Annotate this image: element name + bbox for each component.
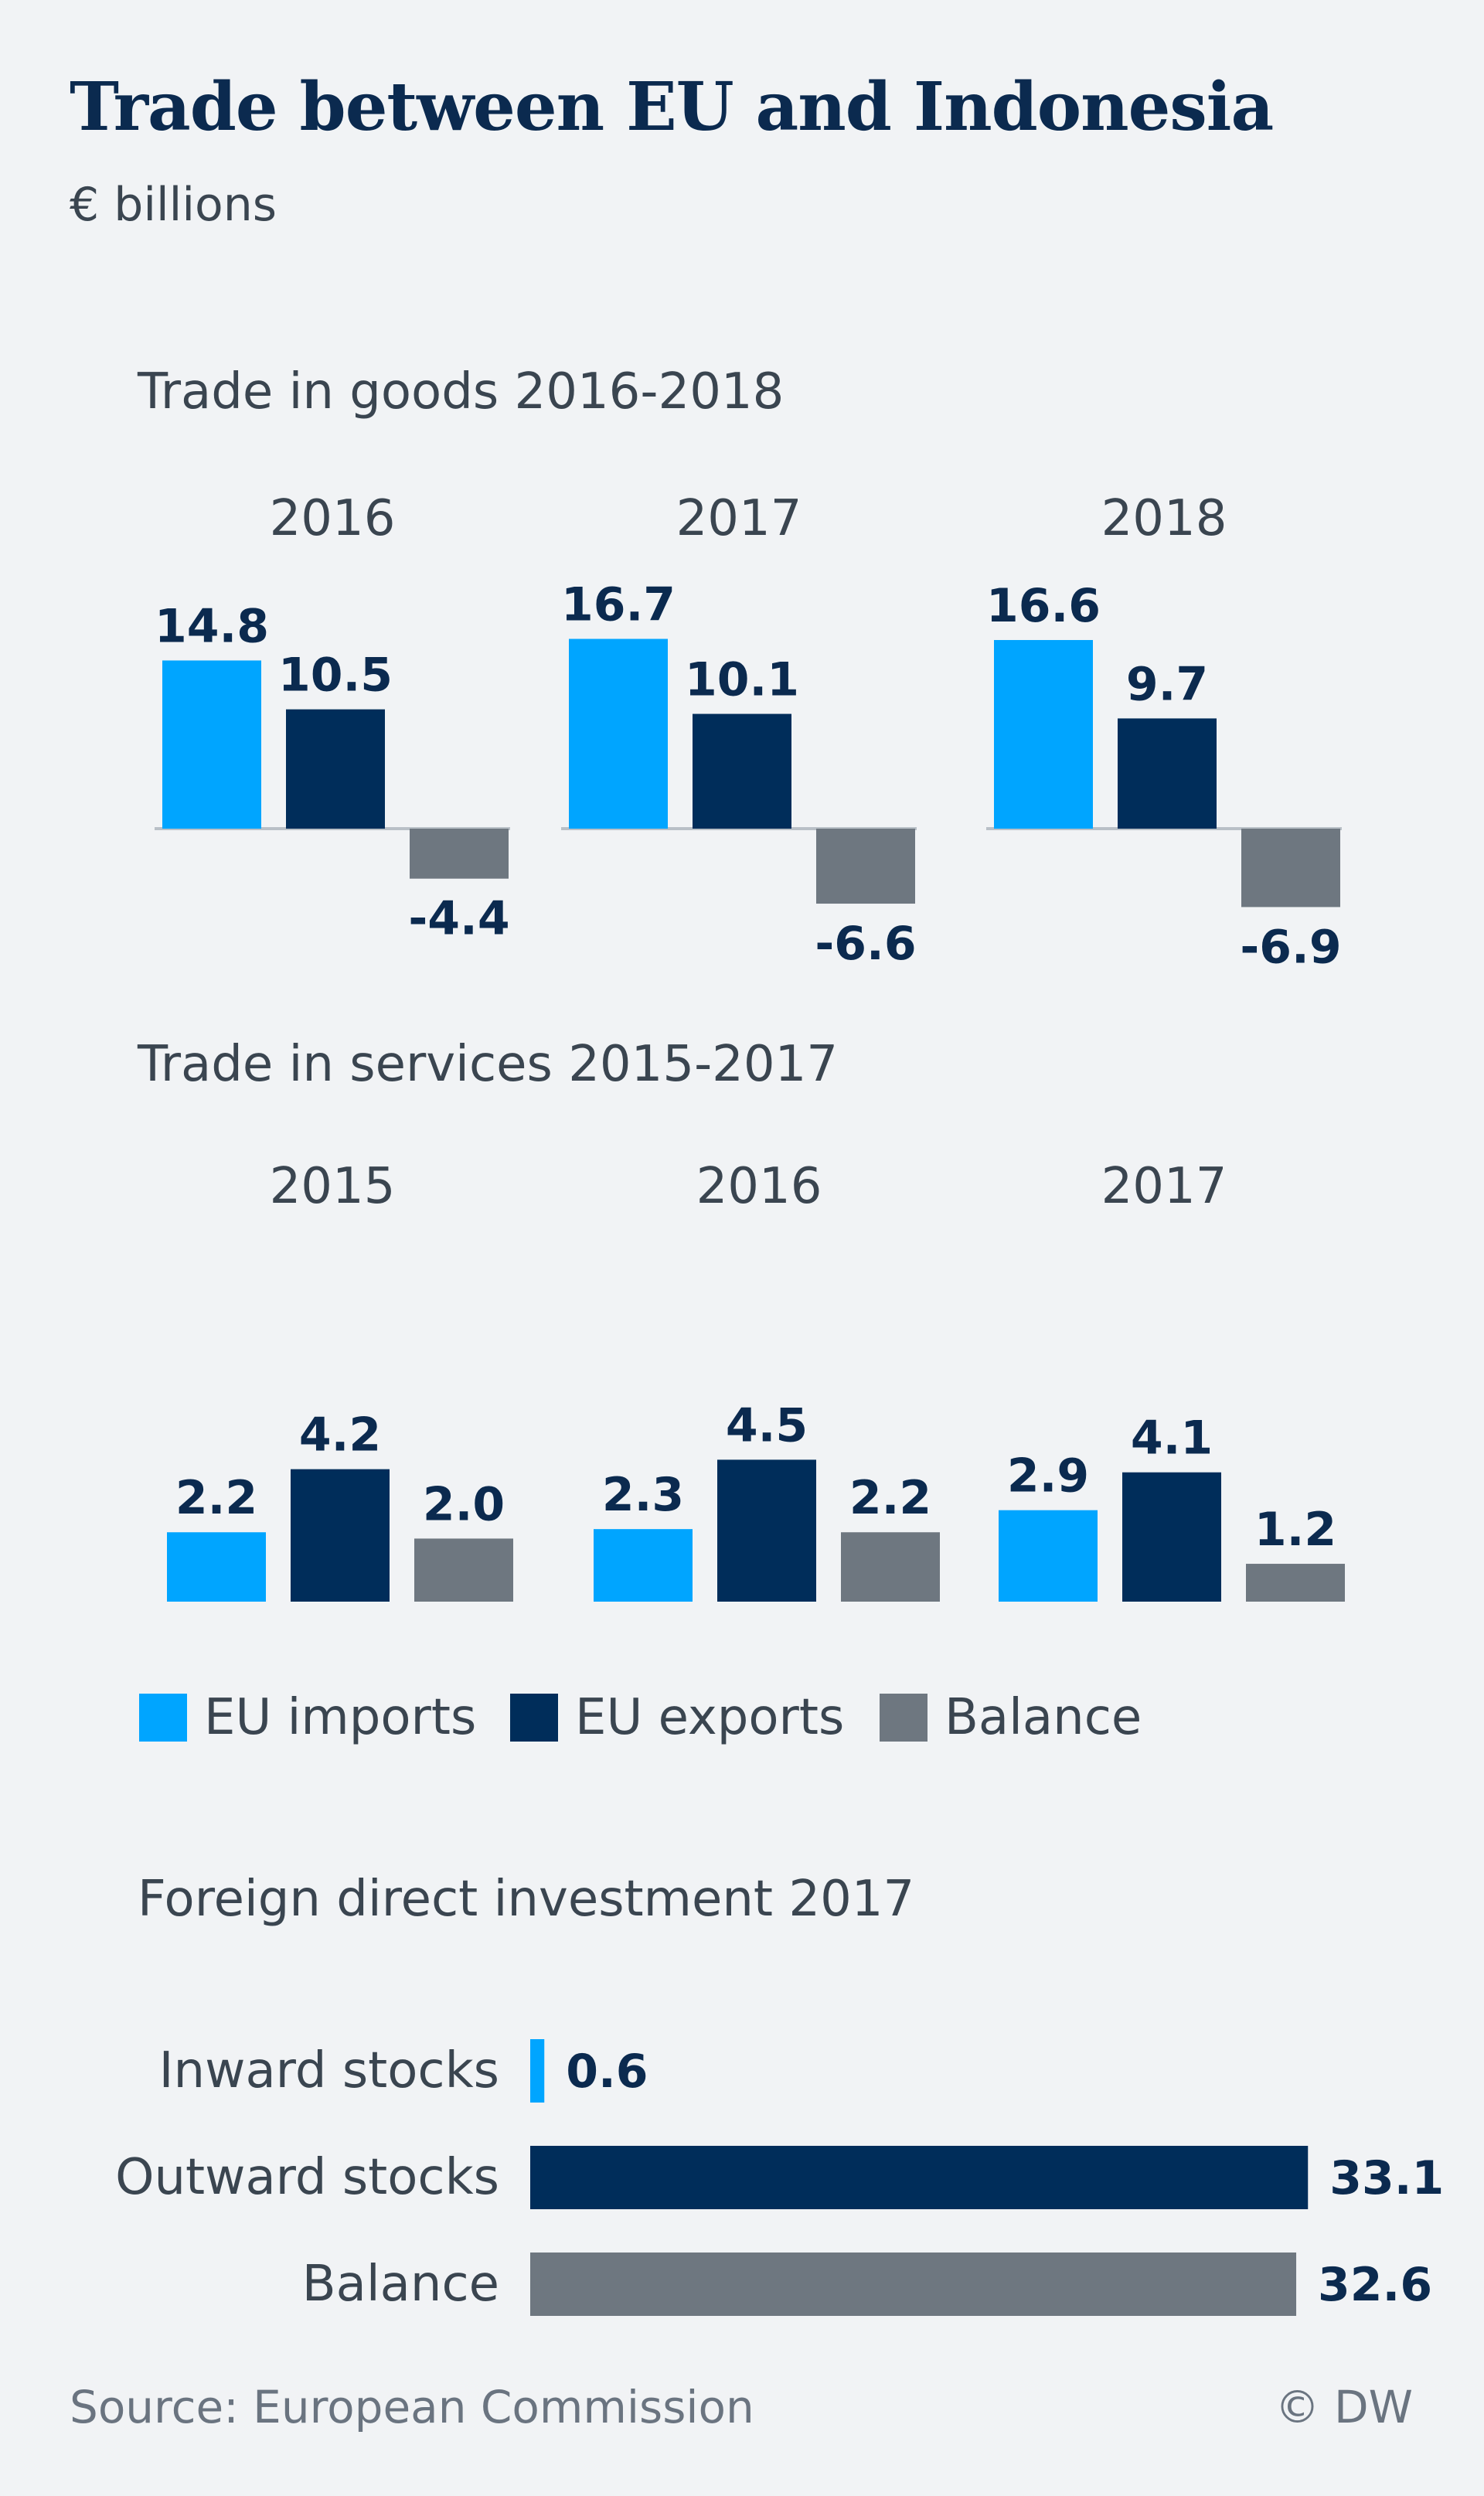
legend-swatch-imports xyxy=(139,1694,187,1742)
bar-imports-2017 xyxy=(999,1510,1098,1602)
category-label-2017: 2017 xyxy=(1101,1158,1227,1215)
value-label-balance-2016: -4.4 xyxy=(408,892,509,946)
bar-balance-2016 xyxy=(841,1532,940,1602)
legend-exports: EU exports xyxy=(510,1689,844,1746)
legend-swatch-exports xyxy=(510,1694,558,1742)
category-label-2015: 2015 xyxy=(270,1158,396,1215)
value-label-imports-2016: 2.3 xyxy=(602,1468,684,1522)
goods-section-title: Trade in goods 2016-2018 xyxy=(138,363,785,421)
fdi-row-label-inward-stocks: Inward stocks xyxy=(159,2042,499,2099)
chart-title: Trade between EU and Indonesia xyxy=(70,68,1274,146)
source-note: Source: European Commission xyxy=(70,2381,754,2433)
value-label-balance-2018: -6.9 xyxy=(1240,920,1341,974)
value-label-exports-2017: 10.1 xyxy=(685,653,799,707)
bar-imports-2017 xyxy=(569,638,668,829)
value-label-exports-2015: 4.2 xyxy=(299,1408,381,1463)
bar-exports-2016 xyxy=(286,709,385,829)
category-label-2016: 2016 xyxy=(270,490,396,547)
legend-balance: Balance xyxy=(880,1689,1142,1746)
chart-subtitle: € billions xyxy=(70,178,277,232)
fdi-row-label-balance: Balance xyxy=(302,2256,499,2313)
bar-balance-2017 xyxy=(1246,1564,1345,1602)
category-label-2016: 2016 xyxy=(696,1158,822,1215)
bar-imports-2016 xyxy=(594,1529,693,1602)
credit-note: © DW xyxy=(1275,2381,1413,2433)
legend-imports: EU imports xyxy=(139,1689,476,1746)
value-label-balance-2017: -6.6 xyxy=(815,917,916,971)
value-label-exports-2018: 9.7 xyxy=(1126,657,1208,711)
fdi-bar-inward-stocks xyxy=(530,2039,545,2103)
value-label-balance-2015: 2.0 xyxy=(423,1477,505,1531)
fdi-value-inward-stocks: 0.6 xyxy=(566,2045,648,2099)
value-label-imports-2017: 16.7 xyxy=(561,578,676,632)
fdi-row-label-outward-stocks: Outward stocks xyxy=(115,2149,499,2206)
category-label-2018: 2018 xyxy=(1101,490,1227,547)
bar-balance-2017 xyxy=(816,829,915,904)
value-label-exports-2016: 10.5 xyxy=(278,649,393,703)
bar-balance-2018 xyxy=(1241,829,1340,907)
fdi-value-balance: 32.6 xyxy=(1318,2258,1432,2312)
legend-label-balance: Balance xyxy=(945,1689,1142,1746)
value-label-imports-2017: 2.9 xyxy=(1007,1449,1089,1503)
legend-swatch-balance xyxy=(880,1694,928,1742)
bar-balance-2015 xyxy=(414,1538,513,1602)
bar-exports-2016 xyxy=(717,1459,816,1602)
legend-label-imports: EU imports xyxy=(204,1689,477,1746)
bar-exports-2017 xyxy=(1122,1472,1221,1602)
value-label-balance-2017: 1.2 xyxy=(1254,1503,1336,1557)
value-label-exports-2017: 4.1 xyxy=(1131,1411,1213,1466)
fdi-section-title: Foreign direct investment 2017 xyxy=(138,1871,915,1928)
fdi-bar-outward-stocks xyxy=(530,2146,1309,2209)
value-label-imports-2018: 16.6 xyxy=(986,579,1101,633)
legend-label-exports: EU exports xyxy=(575,1689,845,1746)
fdi-bar-balance xyxy=(530,2253,1297,2316)
bar-exports-2017 xyxy=(693,713,791,829)
bar-balance-2016 xyxy=(410,829,509,879)
category-label-2017: 2017 xyxy=(676,490,802,547)
value-label-exports-2016: 4.5 xyxy=(726,1398,808,1452)
bar-exports-2018 xyxy=(1118,718,1217,829)
value-label-imports-2016: 14.8 xyxy=(155,599,269,653)
bar-imports-2018 xyxy=(994,639,1093,829)
value-label-imports-2015: 2.2 xyxy=(175,1471,257,1525)
value-label-balance-2016: 2.2 xyxy=(849,1471,931,1525)
bar-imports-2016 xyxy=(162,660,261,829)
services-section-title: Trade in services 2015-2017 xyxy=(138,1036,839,1093)
bar-imports-2015 xyxy=(167,1532,266,1602)
fdi-value-outward-stocks: 33.1 xyxy=(1329,2151,1444,2205)
bar-exports-2015 xyxy=(291,1469,390,1602)
